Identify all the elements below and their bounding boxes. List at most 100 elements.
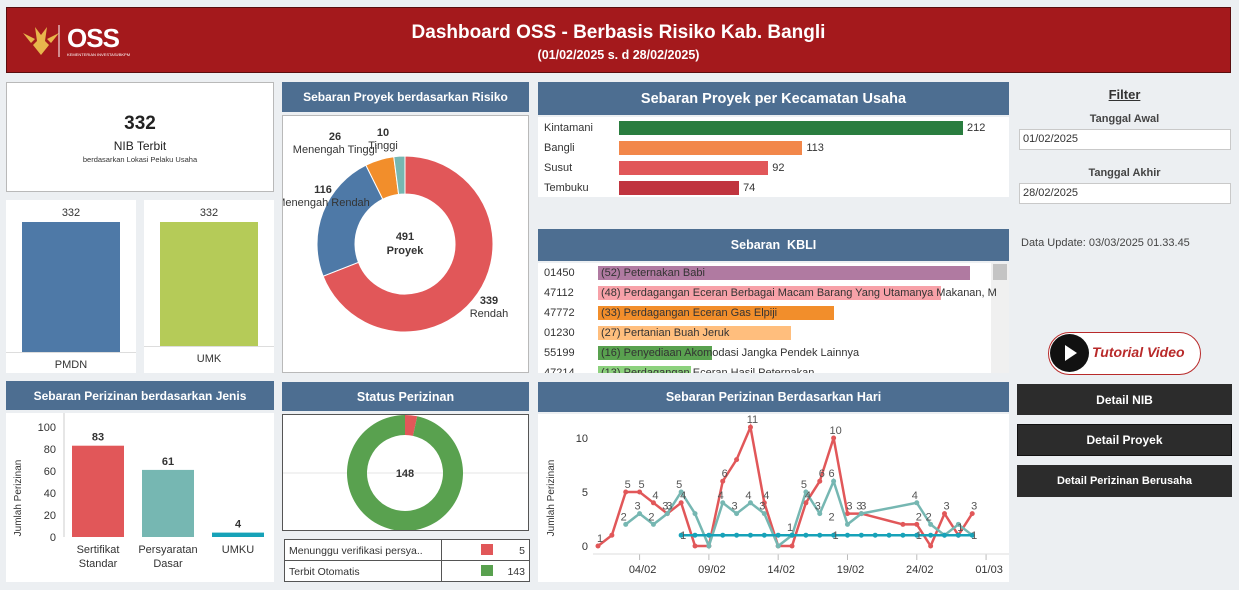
hari-data-point[interactable] <box>692 511 698 517</box>
hari-data-point[interactable] <box>900 521 906 527</box>
hari-data-point[interactable] <box>720 532 726 538</box>
kecamatan-bar[interactable] <box>619 141 803 155</box>
hari-data-point[interactable] <box>775 532 781 538</box>
hari-data-point[interactable] <box>720 478 726 484</box>
hari-data-point[interactable] <box>761 500 767 506</box>
jenis-bar[interactable] <box>212 532 264 537</box>
hari-data-point[interactable] <box>955 521 961 527</box>
kbli-bar[interactable] <box>598 286 942 300</box>
hari-data-point[interactable] <box>720 500 726 506</box>
jenis-bar[interactable] <box>72 445 124 537</box>
hari-data-point[interactable] <box>678 500 684 506</box>
hari-data-point[interactable] <box>969 532 975 538</box>
hari-data-point[interactable] <box>817 478 823 484</box>
hari-data-point[interactable] <box>817 532 823 538</box>
hari-data-point[interactable] <box>803 489 809 495</box>
risiko-slice-1[interactable] <box>316 164 384 277</box>
hari-data-point[interactable] <box>637 511 643 517</box>
start-date-input[interactable]: 01/02/2025 <box>1019 129 1231 150</box>
hari-data-point[interactable] <box>761 532 767 538</box>
kecamatan-bar[interactable] <box>619 181 740 195</box>
hari-data-point[interactable] <box>692 532 698 538</box>
hari-data-point[interactable] <box>817 511 823 517</box>
kecamatan-bar[interactable] <box>619 121 963 135</box>
hari-data-point[interactable] <box>914 532 920 538</box>
detail-nib-button[interactable]: Detail NIB <box>1017 384 1232 415</box>
hari-data-point[interactable] <box>831 478 837 484</box>
kbli-bar[interactable] <box>598 306 835 320</box>
umk-bar[interactable] <box>160 222 258 346</box>
hari-data-point[interactable] <box>650 521 656 527</box>
hari-data-point[interactable] <box>747 500 753 506</box>
hari-data-point[interactable] <box>775 543 781 549</box>
nib-card[interactable]: 332 NIB Terbit berdasarkan Lokasi Pelaku… <box>6 82 274 192</box>
hari-data-point[interactable] <box>734 511 740 517</box>
hari-data-point[interactable] <box>623 489 629 495</box>
hari-data-point[interactable] <box>761 511 767 517</box>
hari-data-point[interactable] <box>664 511 670 517</box>
hari-data-point[interactable] <box>678 532 684 538</box>
hari-data-point[interactable] <box>844 521 850 527</box>
hari-data-point[interactable] <box>914 500 920 506</box>
hari-data-point[interactable] <box>928 543 934 549</box>
kbli-bar[interactable] <box>598 326 792 340</box>
umk-card[interactable]: 332 UMK <box>144 200 274 373</box>
hari-data-point[interactable] <box>678 489 684 495</box>
hari-data-point[interactable] <box>831 532 837 538</box>
kbli-bar[interactable] <box>598 346 713 360</box>
hari-data-point[interactable] <box>858 532 864 538</box>
hari-data-point[interactable] <box>789 543 795 549</box>
hari-data-point[interactable] <box>900 532 906 538</box>
hari-data-point[interactable] <box>872 532 878 538</box>
hari-data-point[interactable] <box>803 500 809 506</box>
status-row[interactable]: Terbit Otomatis 143 <box>285 561 529 582</box>
detail-perizinan-button[interactable]: Detail Perizinan Berusaha <box>1017 465 1232 497</box>
hari-data-point[interactable] <box>637 489 643 495</box>
hari-data-point[interactable] <box>844 532 850 538</box>
hari-data-point[interactable] <box>734 532 740 538</box>
hari-data-point[interactable] <box>942 532 947 538</box>
status-row[interactable]: Menunggu verifikasi persya.. 5 <box>285 540 529 561</box>
kbli-bar[interactable] <box>598 366 691 373</box>
hari-data-point[interactable] <box>706 532 712 538</box>
kecamatan-bar[interactable] <box>619 161 769 175</box>
pmdn-card[interactable]: 332 PMDN <box>6 200 136 373</box>
tutorial-video-button[interactable]: Tutorial Video <box>1048 332 1201 375</box>
hari-data-point[interactable] <box>844 511 850 517</box>
status-donut-chart[interactable]: 148 <box>283 415 528 531</box>
hari-data-point[interactable] <box>928 532 934 538</box>
hari-series-line[interactable] <box>597 422 974 549</box>
hari-data-point[interactable] <box>623 521 629 527</box>
hari-data-point[interactable] <box>955 532 961 538</box>
status-slice-1[interactable] <box>347 415 463 531</box>
hari-data-point[interactable] <box>928 521 934 527</box>
hari-data-point[interactable] <box>858 511 864 517</box>
hari-data-point[interactable] <box>914 521 920 527</box>
hari-data-point[interactable] <box>609 532 615 538</box>
kbli-bar[interactable] <box>598 266 970 280</box>
hari-data-point[interactable] <box>747 532 753 538</box>
risiko-slice-0[interactable] <box>322 155 494 333</box>
hari-data-point[interactable] <box>831 435 837 441</box>
jenis-bar-chart[interactable]: Jumlah Perizinan 100 80 60 40 20 0 83 Sertifikat… <box>6 413 274 582</box>
kbli-scrollbar[interactable] <box>991 263 1009 373</box>
pmdn-bar[interactable] <box>22 222 120 352</box>
hari-data-point[interactable] <box>969 511 975 517</box>
hari-data-point[interactable] <box>886 532 892 538</box>
status-slice-0[interactable] <box>405 415 418 436</box>
hari-data-point[interactable] <box>692 543 698 549</box>
hari-data-point[interactable] <box>595 543 601 549</box>
hari-data-point[interactable] <box>789 532 795 538</box>
detail-proyek-button[interactable]: Detail Proyek <box>1017 424 1232 456</box>
hari-data-point[interactable] <box>734 457 740 463</box>
hari-data-point[interactable] <box>803 532 809 538</box>
hari-data-point[interactable] <box>706 543 712 549</box>
risiko-slice-3[interactable] <box>393 155 406 195</box>
hari-data-point[interactable] <box>650 500 656 506</box>
hari-data-point[interactable] <box>942 511 947 517</box>
hari-data-point[interactable] <box>747 424 753 430</box>
end-date-input[interactable]: 28/02/2025 <box>1019 183 1231 204</box>
jenis-bar[interactable] <box>142 469 194 537</box>
hari-line-chart[interactable]: Jumlah Perizinan 0 5 10 04/02 09/02 14/02 19/02… <box>538 414 1009 582</box>
